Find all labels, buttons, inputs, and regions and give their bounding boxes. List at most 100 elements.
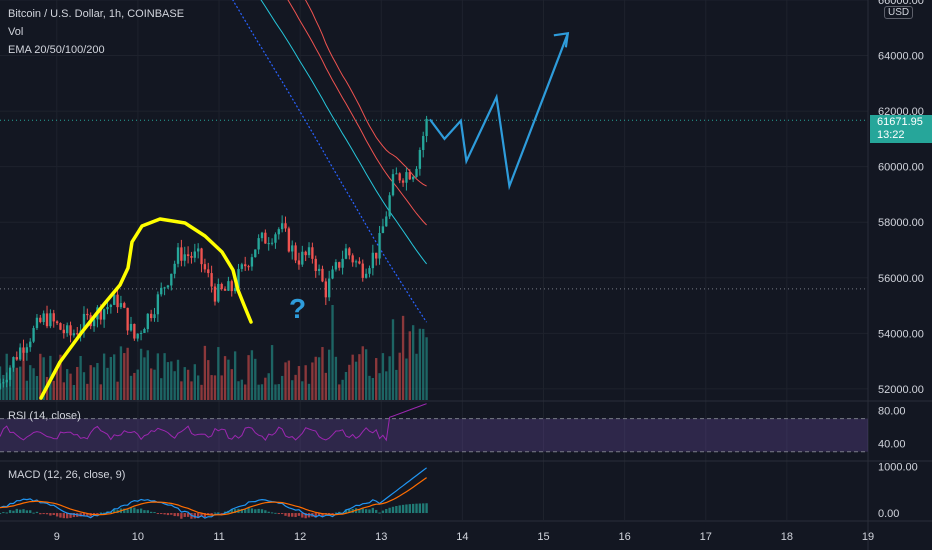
candle-body <box>197 248 200 252</box>
macd-histogram-bar <box>139 508 143 514</box>
macd-histogram-bar <box>129 507 133 514</box>
candle-body <box>301 251 304 265</box>
volume-bar <box>99 384 102 400</box>
macd-histogram-bar <box>156 513 160 515</box>
candle-body <box>176 247 180 264</box>
volume-bar <box>297 366 301 400</box>
candle-body <box>42 313 45 323</box>
candle-body <box>254 249 257 258</box>
volume-bar <box>0 366 2 400</box>
macd-histogram-bar <box>294 513 297 518</box>
candle-body <box>200 248 203 265</box>
macd-histogram-bar <box>42 513 45 515</box>
ema100-line <box>260 0 427 265</box>
volume-bar <box>69 373 72 400</box>
macd-histogram-bar <box>284 513 287 516</box>
macd-histogram-bar <box>160 513 163 515</box>
candle-body <box>210 273 213 287</box>
macd-histogram-bar <box>277 513 280 515</box>
candle-body <box>29 341 32 348</box>
price-axis-label: 56000.00 <box>878 273 924 285</box>
volume-bar <box>408 331 411 400</box>
macd-histogram-bar <box>79 513 82 517</box>
candle-body <box>391 174 395 196</box>
volume-bar <box>247 355 250 400</box>
volume-bar <box>86 383 89 400</box>
volume-bar <box>183 367 186 400</box>
volume-bar <box>166 362 170 400</box>
macd-histogram-bar <box>86 513 89 516</box>
time-axis-label: 19 <box>862 531 874 543</box>
volume-bar <box>55 366 59 400</box>
volume-bar <box>186 369 190 400</box>
macd-histogram-bar <box>210 513 213 515</box>
candle-body <box>109 304 113 308</box>
volume-bar <box>361 346 364 400</box>
macd-histogram-bar <box>398 505 401 514</box>
macd-histogram-bar <box>314 513 317 518</box>
candle-body <box>133 323 136 339</box>
macd-histogram-bar <box>180 513 183 519</box>
candle-body <box>344 248 348 259</box>
volume-bar <box>119 346 123 400</box>
macd-histogram-bar <box>381 510 385 514</box>
candle-body <box>270 242 274 244</box>
macd-histogram-bar <box>264 510 267 514</box>
volume-bar <box>139 348 143 400</box>
macd-histogram-bar <box>334 512 338 514</box>
macd-histogram-bar <box>418 503 422 514</box>
volume-bar <box>277 384 280 400</box>
macd-histogram-bar <box>223 511 227 514</box>
volume-bar <box>321 347 324 400</box>
ema20-line <box>304 0 427 187</box>
volume-bar <box>160 378 163 400</box>
volume-bar <box>126 347 129 400</box>
volume-bar <box>411 325 415 400</box>
candle-body <box>156 294 160 315</box>
macd-label: MACD (12, 26, close, 9) <box>8 469 126 481</box>
volume-bar <box>264 377 267 400</box>
highlight-drawing <box>39 217 253 400</box>
macd-histogram-bar <box>193 513 196 519</box>
candle-body <box>304 251 307 256</box>
volume-bar <box>351 354 354 400</box>
macd-histogram-bar <box>328 513 331 515</box>
volume-bar <box>368 375 371 400</box>
candle-body <box>274 234 277 243</box>
macd-histogram-bar <box>368 509 371 514</box>
price-axis-label: 54000.00 <box>878 328 924 340</box>
macd-histogram-bar <box>32 512 35 514</box>
candle-body <box>341 258 344 268</box>
time-axis-label: 15 <box>537 531 549 543</box>
candle-body <box>217 283 220 302</box>
candle-body <box>314 258 317 271</box>
macd-histogram-bar <box>2 512 5 514</box>
macd-histogram-bar <box>247 507 250 514</box>
volume-bar <box>59 354 62 400</box>
volume-bar <box>240 379 244 400</box>
candle-body <box>233 288 237 292</box>
candle-body <box>408 172 411 180</box>
candle-body <box>230 281 233 292</box>
candle-body <box>257 238 260 250</box>
macd-histogram-bar <box>358 509 361 514</box>
candle-body <box>250 257 254 267</box>
macd-pane: 1000.00 0.00 <box>0 462 918 520</box>
macd-histogram-bar <box>126 509 129 514</box>
volume-bar <box>193 364 196 400</box>
volume-bar <box>129 375 133 400</box>
candle-body <box>422 136 425 150</box>
question-mark-annotation: ? <box>289 293 306 324</box>
volume-bar <box>176 359 180 400</box>
candle-body <box>334 262 338 270</box>
candle-body <box>59 323 62 330</box>
volume-bar <box>354 361 358 400</box>
macd-histogram-bar <box>25 510 29 514</box>
macd-histogram-bar <box>39 513 42 515</box>
volume-bar <box>391 319 395 400</box>
macd-histogram-bar <box>62 513 65 519</box>
currency-badge[interactable]: USD <box>884 6 914 19</box>
candle-body <box>294 245 297 261</box>
projection-path <box>429 32 569 191</box>
